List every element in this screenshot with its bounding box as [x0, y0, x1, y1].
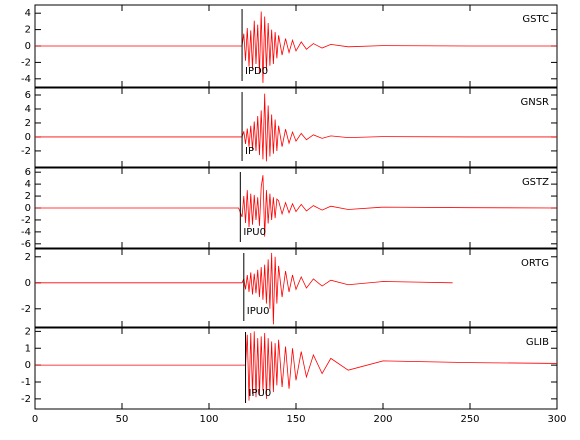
y-tick-label: -2 — [21, 146, 31, 157]
y-tick-label: 6 — [25, 90, 31, 101]
trace — [35, 11, 557, 83]
x-tick-label: 0 — [32, 414, 38, 425]
trace — [35, 252, 453, 325]
pick-label: IPU0 — [249, 388, 272, 399]
pick-label: IPD0 — [245, 66, 268, 77]
trace — [35, 175, 558, 237]
y-tick-label: -2 — [21, 57, 31, 68]
trace — [35, 93, 557, 162]
station-label: ORTG — [521, 258, 549, 269]
station-label: GLIB — [526, 337, 549, 348]
x-tick-label: 300 — [547, 414, 566, 425]
station-label: GSTZ — [522, 177, 549, 188]
y-tick-label: 1 — [25, 343, 31, 354]
station-label: GSTC — [522, 14, 549, 25]
y-tick-label: 2 — [25, 326, 31, 337]
x-tick-label: 250 — [460, 414, 479, 425]
y-tick-label: 2 — [25, 25, 31, 36]
y-tick-label: 4 — [25, 179, 31, 190]
x-tick-label: 200 — [373, 414, 392, 425]
y-tick-label: -2 — [21, 394, 31, 405]
y-tick-label: 4 — [25, 104, 31, 115]
y-tick-label: 2 — [25, 252, 31, 263]
y-tick-label: 4 — [25, 8, 31, 19]
station-label: GNSR — [520, 97, 549, 108]
y-tick-label: -4 — [21, 227, 31, 238]
pick-label: IPU0 — [247, 306, 270, 317]
y-tick-label: 0 — [25, 41, 31, 52]
y-tick-label: 0 — [25, 278, 31, 289]
y-tick-label: -4 — [21, 74, 31, 85]
y-tick-label: 2 — [25, 118, 31, 129]
panel-frame — [34, 87, 558, 168]
y-tick-label: -1 — [21, 377, 31, 388]
y-tick-label: 0 — [25, 360, 31, 371]
x-tick-label: 100 — [199, 414, 218, 425]
y-tick-label: 0 — [25, 203, 31, 214]
y-tick-label: -2 — [21, 215, 31, 226]
pick-label: IP — [245, 146, 254, 157]
trace — [35, 331, 558, 401]
y-tick-label: -2 — [21, 304, 31, 315]
y-tick-label: 6 — [25, 167, 31, 178]
pick-label: IPU0 — [243, 227, 266, 238]
x-tick-label: 150 — [286, 414, 305, 425]
y-tick-label: 2 — [25, 191, 31, 202]
panel-frame — [34, 327, 558, 410]
y-tick-label: 0 — [25, 132, 31, 143]
y-tick-label: -6 — [21, 239, 31, 250]
x-tick-label: 50 — [116, 414, 129, 425]
